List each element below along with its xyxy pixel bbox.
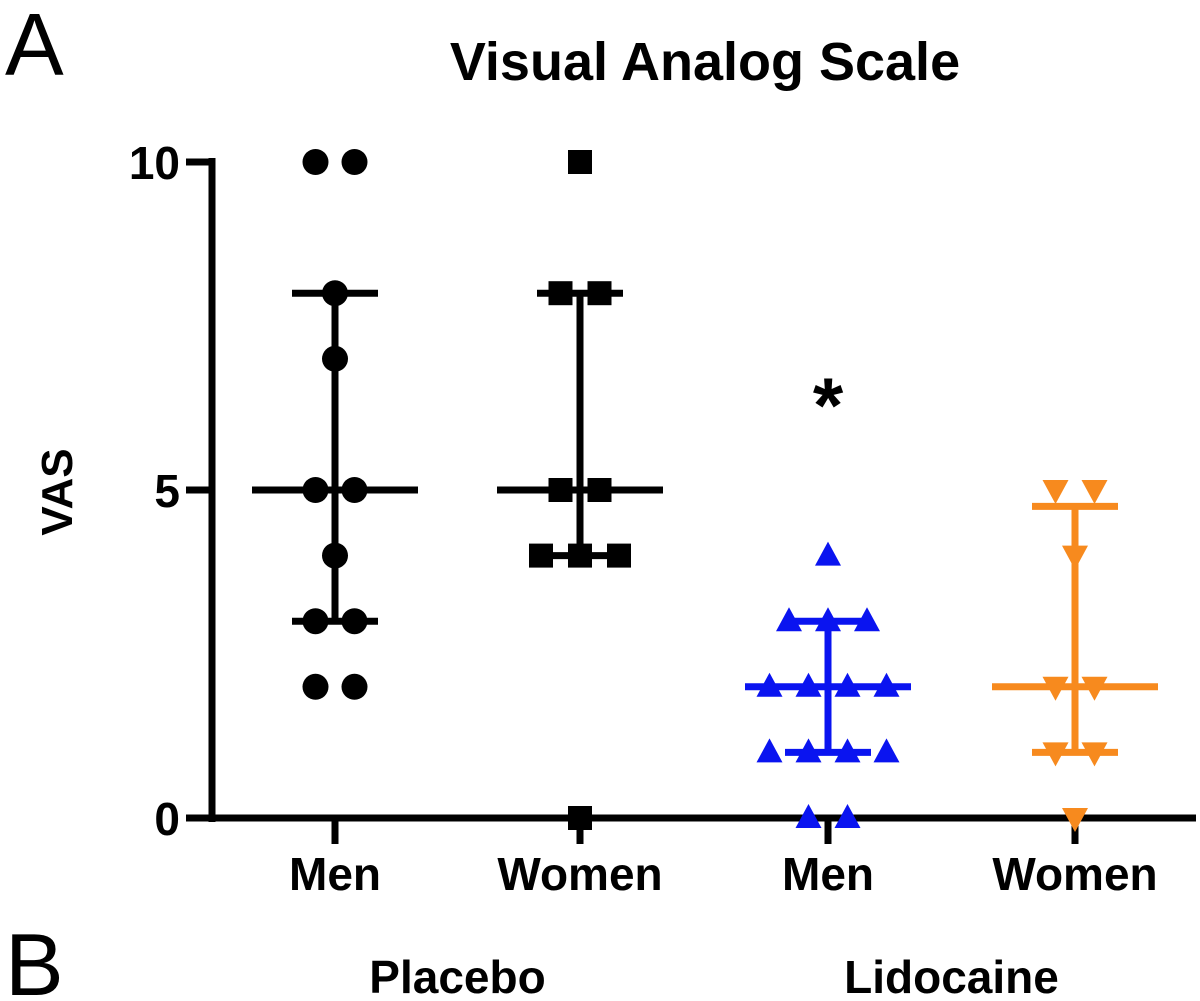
data-point bbox=[1081, 676, 1108, 701]
data-point bbox=[302, 477, 329, 503]
data-point bbox=[795, 672, 822, 697]
significance-asterisk: * bbox=[813, 361, 844, 449]
data-point bbox=[302, 608, 329, 635]
data-point bbox=[834, 738, 861, 763]
group-label-placebo: Placebo bbox=[369, 951, 545, 1001]
data-point bbox=[854, 607, 880, 632]
data-point bbox=[756, 738, 783, 763]
data-point bbox=[756, 672, 783, 697]
y-tick-label-10: 10 bbox=[129, 137, 180, 189]
data-point bbox=[568, 543, 592, 568]
data-point bbox=[341, 673, 368, 700]
data-point bbox=[322, 280, 348, 307]
data-point bbox=[795, 738, 822, 763]
data-point bbox=[873, 738, 900, 763]
data-point bbox=[322, 542, 348, 569]
y-tick-label-5: 5 bbox=[154, 465, 180, 517]
data-point bbox=[607, 543, 631, 568]
data-point bbox=[795, 804, 822, 828]
data-point bbox=[341, 477, 368, 503]
data-point bbox=[1081, 742, 1108, 767]
data-point bbox=[302, 673, 329, 700]
data-point bbox=[1081, 480, 1108, 504]
data-point bbox=[1042, 742, 1069, 767]
data-point bbox=[834, 672, 861, 697]
y-tick-label-0: 0 bbox=[154, 793, 180, 845]
data-point bbox=[322, 345, 348, 372]
data-point bbox=[815, 541, 841, 566]
data-point bbox=[341, 149, 368, 175]
x-tick-label-3: Women bbox=[992, 848, 1157, 900]
group-label-lidocaine: Lidocaine bbox=[844, 951, 1059, 1001]
data-point bbox=[815, 607, 841, 632]
series-placebo-men bbox=[252, 289, 418, 625]
data-point bbox=[1042, 480, 1069, 504]
x-tick-label-1: Women bbox=[497, 848, 662, 900]
data-point bbox=[548, 281, 573, 306]
panel-label-a: A bbox=[5, 0, 64, 94]
data-point bbox=[873, 672, 900, 697]
data-point bbox=[302, 149, 329, 175]
x-tick-label-0: Men bbox=[289, 848, 381, 900]
x-tick-label-2: Men bbox=[782, 848, 874, 900]
data-point bbox=[834, 804, 861, 828]
data-point bbox=[568, 150, 592, 174]
data-point bbox=[1062, 808, 1088, 832]
data-point bbox=[529, 543, 553, 568]
chart-title: Visual Analog Scale bbox=[450, 32, 960, 92]
panel-label-b: B bbox=[5, 915, 64, 1001]
data-point bbox=[341, 608, 368, 635]
data-point bbox=[1062, 545, 1088, 570]
data-point bbox=[1042, 676, 1069, 701]
data-point bbox=[587, 478, 612, 502]
series-lidocaine-women bbox=[992, 502, 1158, 756]
data-point bbox=[548, 478, 573, 502]
data-point bbox=[568, 806, 592, 830]
y-axis-label: VAS bbox=[33, 448, 82, 535]
plot-area: 0 5 10 Men Women Men Women Placebo Lidocaine * bbox=[129, 137, 1196, 1001]
series-placebo-women bbox=[497, 289, 663, 560]
data-point bbox=[587, 281, 612, 306]
data-point bbox=[776, 607, 802, 632]
